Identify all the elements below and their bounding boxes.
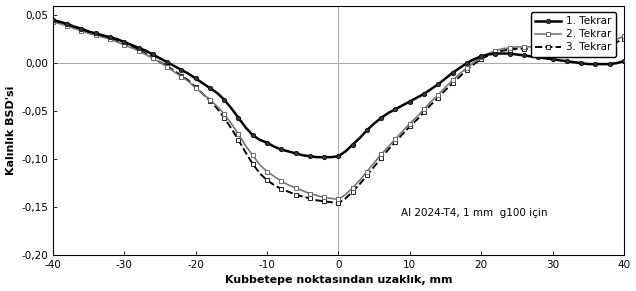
2. Tekrar bbox=[549, 48, 556, 52]
3. Tekrar bbox=[620, 37, 628, 41]
3. Tekrar bbox=[520, 47, 528, 50]
2. Tekrar bbox=[620, 35, 628, 38]
3. Tekrar bbox=[570, 48, 577, 52]
3. Tekrar bbox=[335, 201, 342, 205]
3. Tekrar bbox=[370, 165, 378, 168]
Legend: 1. Tekrar, 2. Tekrar, 3. Tekrar: 1. Tekrar, 2. Tekrar, 3. Tekrar bbox=[531, 12, 616, 56]
1. Tekrar bbox=[313, 155, 321, 159]
1. Tekrar bbox=[549, 58, 556, 61]
2. Tekrar bbox=[370, 161, 378, 165]
3. Tekrar bbox=[49, 19, 57, 23]
3. Tekrar bbox=[477, 58, 485, 61]
1. Tekrar bbox=[620, 59, 628, 63]
2. Tekrar bbox=[570, 45, 577, 49]
2. Tekrar bbox=[413, 115, 420, 119]
1. Tekrar bbox=[570, 61, 577, 64]
1. Tekrar bbox=[370, 122, 378, 125]
1. Tekrar bbox=[477, 55, 485, 58]
Text: Al 2024-T4, 1 mm  g100 için: Al 2024-T4, 1 mm g100 için bbox=[401, 207, 548, 218]
Line: 3. Tekrar: 3. Tekrar bbox=[51, 19, 626, 205]
1. Tekrar bbox=[413, 96, 420, 100]
1. Tekrar bbox=[520, 54, 528, 57]
3. Tekrar bbox=[549, 50, 556, 53]
2. Tekrar bbox=[520, 45, 528, 49]
2. Tekrar bbox=[335, 198, 342, 201]
2. Tekrar bbox=[49, 20, 57, 24]
Y-axis label: Kalınlık BSD'si: Kalınlık BSD'si bbox=[6, 86, 15, 175]
Line: 1. Tekrar: 1. Tekrar bbox=[51, 18, 626, 159]
X-axis label: Kubbetepe noktasından uzaklık, mm: Kubbetepe noktasından uzaklık, mm bbox=[225, 276, 452, 285]
2. Tekrar bbox=[477, 56, 485, 59]
Line: 2. Tekrar: 2. Tekrar bbox=[51, 20, 626, 202]
1. Tekrar bbox=[49, 18, 57, 22]
3. Tekrar bbox=[413, 118, 420, 121]
